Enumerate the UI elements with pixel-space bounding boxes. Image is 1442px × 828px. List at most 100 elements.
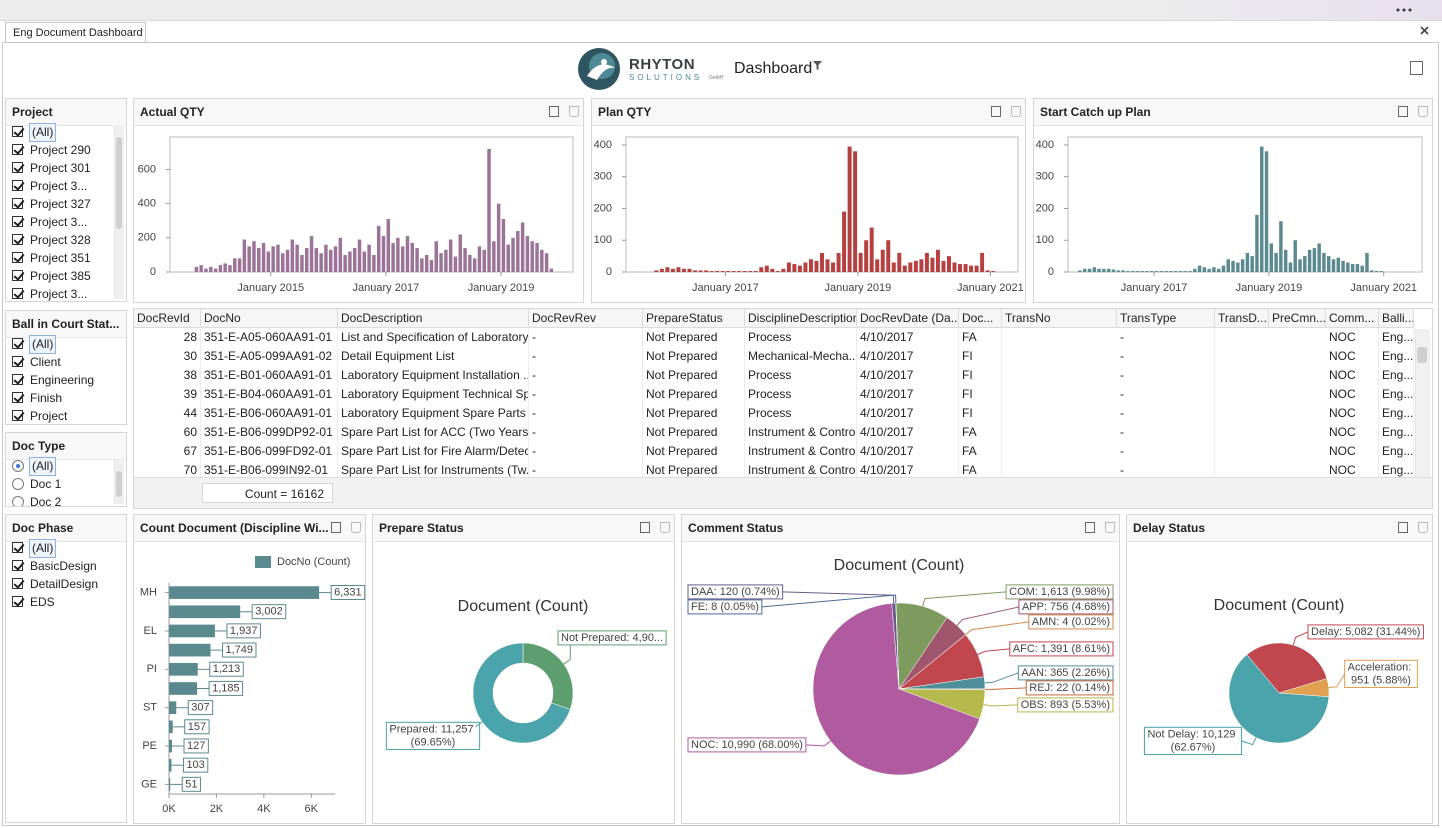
checkbox[interactable] [12,374,23,385]
column-header[interactable]: PreCmn... [1269,309,1326,328]
checkbox[interactable] [12,270,23,281]
grid-cell: Eng... [1379,366,1414,385]
grid-cell: - [529,461,643,480]
checkbox[interactable] [12,252,23,263]
column-header[interactable]: TransNo [1002,309,1117,328]
scrollbar[interactable] [114,459,124,504]
export-icon[interactable] [331,522,341,533]
checkbox[interactable] [12,216,23,227]
radio[interactable] [12,496,24,506]
column-header[interactable]: DocNo [201,309,338,328]
checkbox[interactable] [12,410,23,421]
clear-filter-icon[interactable] [1105,522,1115,533]
column-header[interactable]: DisciplineDescription [745,309,857,328]
filter-item[interactable]: Client [10,354,112,371]
filter-item[interactable]: Doc 2 [10,494,112,506]
filter-item[interactable]: EDS [10,594,112,611]
chart-panel: Start Catch up Plan [1033,98,1433,303]
tab[interactable]: Eng Document Dashboard [5,22,146,42]
filter-item-label: EDS [30,595,55,609]
more-icon[interactable] [1392,0,1422,20]
radio[interactable] [12,460,24,472]
column-header[interactable]: DocRevDate (Da... [857,309,959,328]
scroll-thumb[interactable] [116,471,122,497]
scroll-thumb[interactable] [116,137,122,229]
scrollbar[interactable] [114,125,124,299]
column-header[interactable]: Balli... [1379,309,1414,328]
filter-item[interactable]: Project 3... [10,178,112,195]
filter-item[interactable]: Project 351 [10,250,112,267]
filter-item[interactable]: Project 3... [10,214,112,231]
filter-item[interactable]: Project [10,408,112,424]
checkbox[interactable] [12,578,23,589]
clear-filter-icon[interactable] [1011,106,1021,117]
filter-item[interactable]: Engineering [10,372,112,389]
checkbox[interactable] [12,180,23,191]
checkbox[interactable] [12,356,23,367]
checkbox[interactable] [12,560,23,571]
header: RHYTON SOLUTIONS GmbH Dashboard [575,46,855,92]
scroll-thumb[interactable] [1417,347,1427,363]
clear-filter-icon[interactable] [660,522,670,533]
panel-title: Actual QTY [134,99,583,126]
checkbox[interactable] [12,234,23,245]
grid-cell: 4/10/2017 [857,385,959,404]
grid-cell: NOC [1326,366,1379,385]
export-icon[interactable] [991,106,1001,117]
export-icon[interactable] [640,522,650,533]
close-icon[interactable] [1420,26,1430,36]
grid-cell: Eng... [1379,442,1414,461]
checkbox[interactable] [12,542,23,553]
filter-item[interactable]: Project 290 [10,142,112,159]
filter-item[interactable]: Project 301 [10,160,112,177]
grid-cell: Eng... [1379,328,1414,347]
filter-item[interactable]: (All) [10,335,112,354]
column-header[interactable]: DocRevId [134,309,201,328]
column-header[interactable]: TransD... [1215,309,1269,328]
filter-item[interactable]: Project 385 [10,268,112,285]
logo [578,48,620,90]
filter-item-label: Project 385 [30,269,91,283]
grid-cell: 28 [134,328,201,347]
column-header[interactable]: Doc... [959,309,1002,328]
filter-item[interactable]: Project 328 [10,232,112,249]
checkbox[interactable] [12,126,23,137]
checkbox[interactable] [12,144,23,155]
export-icon[interactable] [1410,61,1423,75]
grid-cell: 351-E-B04-060AA91-01 [201,385,338,404]
radio[interactable] [12,478,24,490]
filter-item[interactable]: (All) [10,457,112,476]
column-header[interactable]: DocDescription [338,309,529,328]
grid-cell: 4/10/2017 [857,328,959,347]
filter-item[interactable]: Doc 1 [10,476,112,493]
checkbox[interactable] [12,288,23,299]
scrollbar[interactable] [1415,329,1430,477]
clear-filter-icon[interactable] [351,522,361,533]
grid-cell: 60 [134,423,201,442]
export-icon[interactable] [1085,522,1095,533]
checkbox[interactable] [12,198,23,209]
export-icon[interactable] [1398,522,1408,533]
filter-item[interactable]: (All) [10,539,112,558]
filter-item[interactable]: BasicDesign [10,558,112,575]
filter-item[interactable]: Project 3... [10,286,112,301]
filter-item[interactable]: DetailDesign [10,576,112,593]
clear-filter-icon[interactable] [1418,106,1428,117]
checkbox[interactable] [12,338,23,349]
export-icon[interactable] [549,106,559,117]
export-icon[interactable] [1398,106,1408,117]
checkbox[interactable] [12,596,23,607]
checkbox[interactable] [12,162,23,173]
filter-icon[interactable] [813,61,823,71]
column-header[interactable]: DocRevRev [529,309,643,328]
column-header[interactable]: PrepareStatus [643,309,745,328]
clear-filter-icon[interactable] [1418,522,1428,533]
clear-filter-icon[interactable] [569,106,579,117]
filter-item[interactable]: (All) [10,123,112,142]
filter-item[interactable]: Project 327 [10,196,112,213]
grid-cell: FI [959,404,1002,423]
filter-item[interactable]: Finish [10,390,112,407]
column-header[interactable]: Comm... [1326,309,1379,328]
checkbox[interactable] [12,392,23,403]
column-header[interactable]: TransType [1117,309,1215,328]
